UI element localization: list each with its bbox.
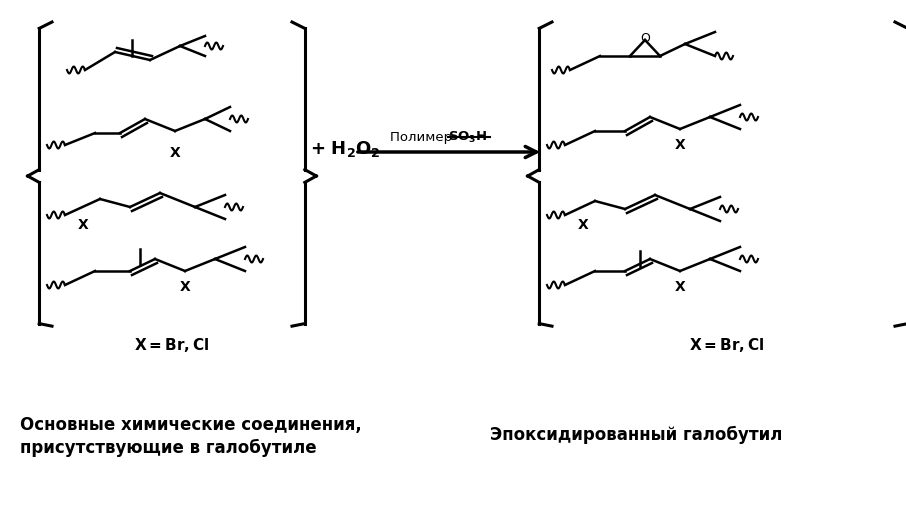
Text: X: X	[78, 218, 89, 232]
Text: $\mathbf{X=Br, Cl}$: $\mathbf{X=Br, Cl}$	[689, 336, 765, 354]
Text: X: X	[578, 218, 588, 232]
Text: $\bf{+\ H_2O_2}$: $\bf{+\ H_2O_2}$	[310, 139, 381, 159]
Text: $\mathbf{X=Br, Cl}$: $\mathbf{X=Br, Cl}$	[134, 336, 209, 354]
Text: X: X	[675, 138, 685, 152]
Text: Основные химические соединения,: Основные химические соединения,	[20, 416, 361, 434]
Text: присутствующие в галобутиле: присутствующие в галобутиле	[20, 439, 316, 457]
Text: X: X	[179, 280, 190, 294]
Text: O: O	[640, 31, 650, 44]
Text: X: X	[675, 280, 685, 294]
Text: Эпоксидированный галобутил: Эпоксидированный галобутил	[490, 426, 783, 444]
Text: X: X	[169, 146, 180, 160]
Text: $\mathbf{SO_3H}$: $\mathbf{SO_3H}$	[448, 130, 487, 144]
Text: Полимер: Полимер	[390, 131, 457, 143]
